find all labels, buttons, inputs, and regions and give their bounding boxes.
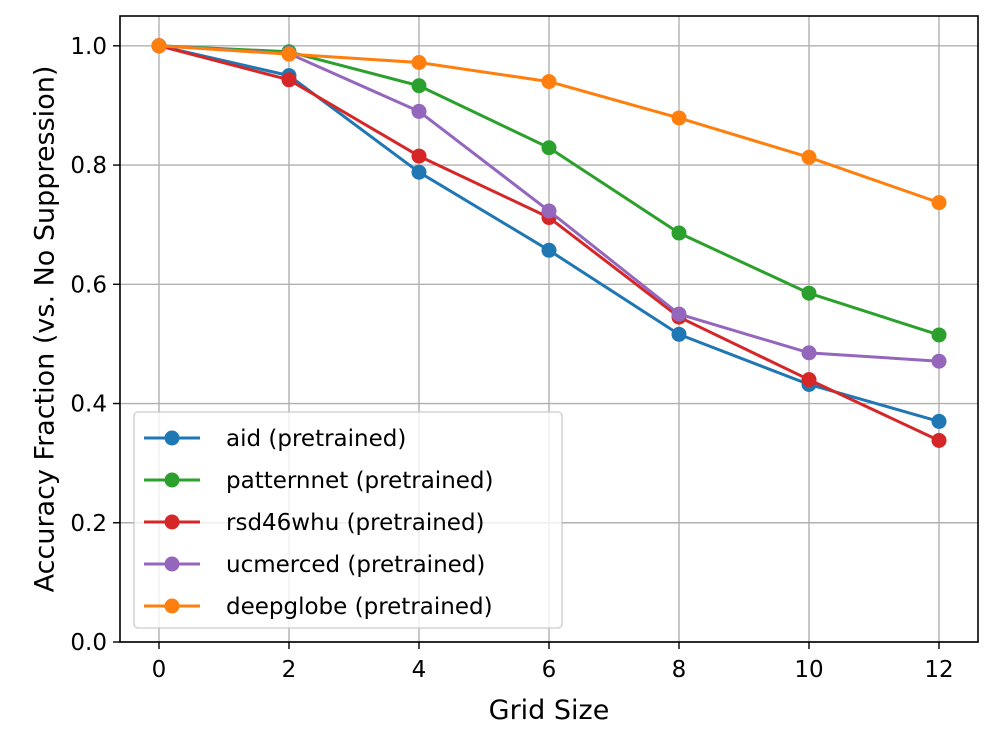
data-point	[671, 306, 687, 322]
legend-swatch-marker	[164, 472, 180, 488]
legend-label: deepglobe (pretrained)	[226, 594, 493, 620]
data-point	[801, 285, 817, 301]
x-tick-label: 4	[412, 657, 427, 683]
legend-label: ucmerced (pretrained)	[226, 552, 485, 578]
axis-ticks: 0 2 4 6 8 10 12 0.0 0.2 0.4 0.6 0.8 1.0	[70, 34, 953, 683]
data-point	[931, 413, 947, 429]
data-point	[411, 148, 427, 164]
legend-swatch-marker	[164, 514, 180, 530]
data-point	[541, 74, 557, 90]
x-tick-label: 12	[924, 657, 953, 683]
data-point	[411, 78, 427, 94]
data-point	[541, 140, 557, 156]
data-point	[671, 110, 687, 126]
data-point	[801, 345, 817, 361]
y-tick-label: 0.4	[70, 392, 107, 418]
data-point	[541, 242, 557, 258]
data-point	[411, 55, 427, 71]
data-point	[931, 432, 947, 448]
y-tick-label: 0.0	[70, 630, 107, 656]
data-point	[411, 103, 427, 119]
y-tick-label: 0.6	[70, 272, 107, 298]
data-point	[541, 203, 557, 219]
data-point	[671, 326, 687, 342]
legend-item: patternnet (pretrained)	[144, 468, 494, 494]
legend-item: deepglobe (pretrained)	[144, 594, 493, 620]
legend-swatch-marker	[164, 556, 180, 572]
x-tick-label: 2	[282, 657, 297, 683]
legend-label: aid (pretrained)	[226, 426, 406, 452]
series-group	[151, 38, 947, 448]
x-tick-label: 6	[542, 657, 557, 683]
legend-swatch-marker	[164, 430, 180, 446]
legend-label: rsd46whu (pretrained)	[226, 510, 485, 536]
data-point	[411, 164, 427, 180]
legend-item: ucmerced (pretrained)	[144, 552, 485, 578]
legend-item: aid (pretrained)	[144, 426, 406, 452]
x-tick-label: 8	[672, 657, 687, 683]
data-point	[671, 225, 687, 241]
legend-item: rsd46whu (pretrained)	[144, 510, 485, 536]
data-point	[931, 353, 947, 369]
legend-swatch-marker	[164, 598, 180, 614]
x-axis-title: Grid Size	[489, 695, 610, 726]
data-point	[801, 149, 817, 165]
y-tick-label: 0.8	[70, 153, 107, 179]
data-point	[931, 327, 947, 343]
y-tick-label: 0.2	[70, 511, 107, 537]
y-tick-label: 1.0	[70, 34, 107, 60]
series-deepglobe	[151, 38, 947, 211]
data-point	[931, 195, 947, 211]
y-axis-title: Accuracy Fraction (vs. No Suppression)	[29, 66, 60, 593]
x-tick-label: 10	[794, 657, 823, 683]
legend-box	[133, 411, 563, 629]
x-tick-label: 0	[152, 657, 167, 683]
data-point	[281, 72, 297, 88]
data-point	[281, 46, 297, 62]
data-point	[151, 38, 167, 54]
data-point	[801, 372, 817, 388]
legend-label: patternnet (pretrained)	[226, 468, 494, 494]
legend: aid (pretrained) patternnet (pretrained) r…	[133, 411, 563, 629]
